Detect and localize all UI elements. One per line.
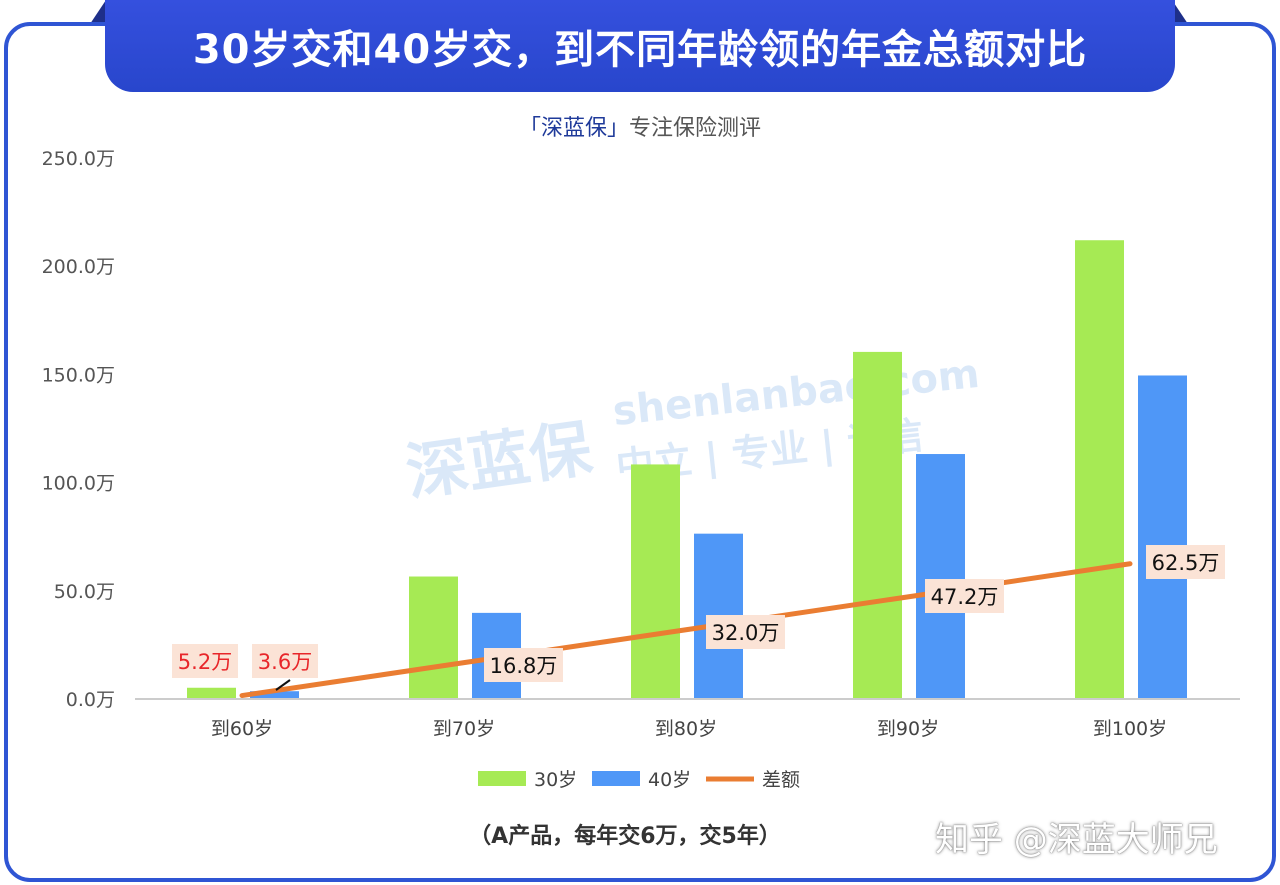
data-label-diff: 47.2万: [931, 585, 999, 609]
subtitle-brand: 「深蓝保」: [518, 116, 629, 141]
bar-40: [250, 691, 299, 699]
data-label-diff-box: [1146, 545, 1225, 579]
x-tick-label: 到60岁: [211, 718, 273, 740]
banner-ear-left: [90, 0, 106, 24]
data-label-diff: 62.5万: [1152, 551, 1220, 575]
data-label-diff-box: [706, 615, 785, 649]
data-label-diff: 16.8万: [490, 654, 558, 678]
x-tick-label: 到100岁: [1093, 718, 1167, 740]
subtitle-text: 专注保险测评: [629, 116, 762, 141]
data-label-30-box: [172, 644, 238, 678]
y-tick-label: 100.0万: [42, 473, 115, 495]
data-label-diff-box: [484, 648, 563, 682]
chart-title: 30岁交和40岁交，到不同年龄领的年金总额对比: [105, 0, 1175, 92]
bar-30: [853, 351, 902, 699]
data-label-diff-box: [925, 579, 1004, 613]
data-label-30: 5.2万: [178, 650, 232, 674]
bar-30: [1075, 240, 1124, 699]
bar-40: [1138, 375, 1187, 699]
banner-ear-right: [1172, 0, 1188, 24]
y-tick-label: 150.0万: [42, 364, 115, 386]
subtitle: 「深蓝保」专注保险测评: [0, 110, 1280, 142]
legend-label: 40岁: [648, 769, 691, 791]
bar-40: [916, 454, 965, 699]
x-tick-label: 到90岁: [877, 718, 939, 740]
legend-swatch: [592, 771, 640, 786]
bar-30: [187, 687, 236, 699]
y-tick-label: 200.0万: [42, 256, 115, 278]
legend-swatch: [478, 771, 526, 786]
data-label-40-box: [252, 644, 318, 678]
y-tick-label: 0.0万: [66, 689, 115, 711]
footnote: （A产品，每年交6万，交5年）: [469, 824, 781, 849]
data-label-diff: 32.0万: [712, 621, 780, 645]
x-tick-label: 到70岁: [433, 718, 495, 740]
zhihu-watermark: 知乎 @深蓝大师兄: [935, 820, 1218, 860]
bar-30: [631, 464, 680, 699]
y-tick-label: 250.0万: [42, 148, 115, 170]
legend-label: 差额: [762, 769, 800, 791]
bar-30: [409, 576, 458, 699]
label-leader-line: [275, 679, 291, 691]
x-tick-label: 到80岁: [655, 718, 717, 740]
data-label-40: 3.6万: [258, 650, 312, 674]
y-tick-label: 50.0万: [54, 581, 115, 603]
legend-label: 30岁: [534, 769, 577, 791]
